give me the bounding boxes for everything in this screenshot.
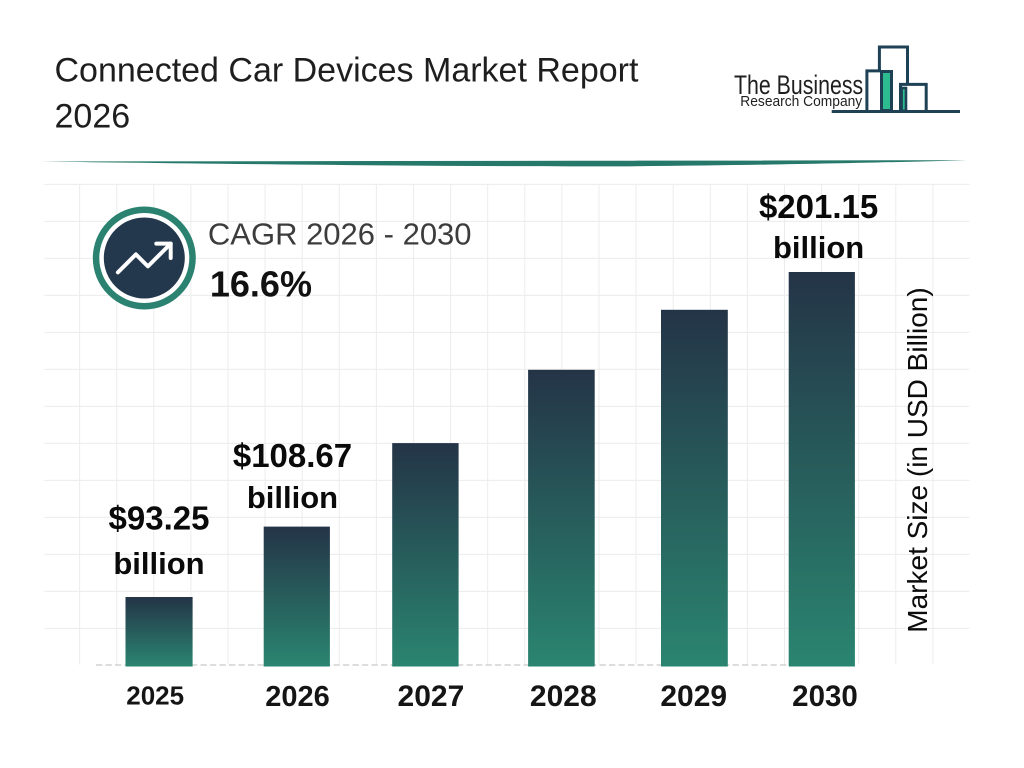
svg-text:billion: billion xyxy=(773,230,864,265)
svg-text:16.6%: 16.6% xyxy=(210,264,312,305)
svg-text:2026: 2026 xyxy=(265,681,330,713)
svg-text:$108.67: $108.67 xyxy=(233,437,352,474)
svg-text:Research Company: Research Company xyxy=(740,93,863,110)
svg-text:$93.25: $93.25 xyxy=(109,500,210,537)
svg-text:billion: billion xyxy=(247,480,338,515)
svg-text:Connected Car Devices Market R: Connected Car Devices Market Report xyxy=(55,52,639,90)
svg-text:2028: 2028 xyxy=(530,680,597,713)
svg-text:2026: 2026 xyxy=(55,98,131,136)
svg-text:2030: 2030 xyxy=(792,680,858,713)
svg-text:2027: 2027 xyxy=(398,680,465,713)
svg-text:2025: 2025 xyxy=(126,681,184,711)
svg-text:The Business: The Business xyxy=(734,70,863,100)
svg-text:Market Size (in USD Billion): Market Size (in USD Billion) xyxy=(902,287,933,632)
svg-text:2029: 2029 xyxy=(660,680,727,713)
svg-text:$201.15: $201.15 xyxy=(759,188,878,225)
svg-text:CAGR 2026 - 2030: CAGR 2026 - 2030 xyxy=(208,216,472,251)
svg-text:billion: billion xyxy=(113,546,204,581)
